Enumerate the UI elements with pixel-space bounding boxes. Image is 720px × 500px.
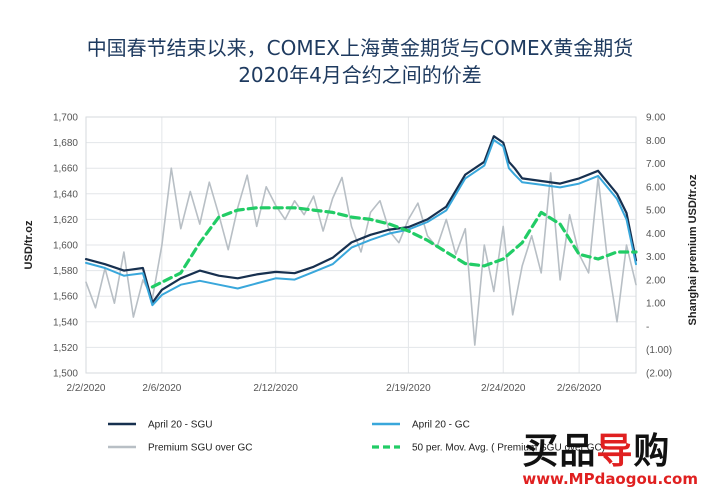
y-tick-label: 1,500 — [53, 369, 78, 380]
watermark-url: www.MPdaogou.com — [522, 470, 698, 488]
y2-tick-label: 4.00 — [646, 229, 666, 240]
watermark-logo: 买品导购 www.MPdaogou.com — [522, 431, 698, 489]
y-tick-label: 1,540 — [53, 317, 78, 328]
legend-label: Premium SGU over GC — [148, 443, 252, 454]
y-tick-label: 1,520 — [53, 343, 78, 354]
y-tick-label: 1,660 — [53, 164, 78, 175]
y2-tick-label: 9.00 — [646, 113, 666, 124]
axis-ticks: 1,500 1,520 1,540 1,560 1,580 1,600 1,620 1,640… — [53, 113, 672, 395]
series-line-april-20-gc — [85, 139, 637, 307]
x-tick-label: 2/6/2020 — [142, 383, 181, 394]
y-tick-label: 1,600 — [53, 241, 78, 252]
plot-frame — [85, 116, 637, 374]
y-tick-label: 1,640 — [53, 189, 78, 200]
watermark-text-1: 买品 — [522, 431, 597, 472]
y-tick-label: 1,620 — [53, 215, 78, 226]
y-tick-label: 1,580 — [53, 266, 78, 277]
y-tick-label: 1,700 — [53, 113, 78, 124]
y2-tick-label: 5.00 — [646, 206, 666, 217]
y-tick-label: 1,560 — [53, 292, 78, 303]
y-axis-title: USD/tr.oz — [23, 220, 35, 269]
series-line-april-20-sgu — [84, 135, 638, 304]
series-line-premium-sgu-over-gc — [85, 167, 637, 346]
grid — [85, 116, 637, 374]
y2-tick-label: 2.00 — [646, 275, 666, 286]
y-tick-label: 1,680 — [53, 138, 78, 149]
x-tick-label: 2/2/2020 — [67, 383, 106, 394]
watermark-text-3: 购 — [633, 431, 671, 472]
y2-tick-label: (1.00) — [646, 345, 672, 356]
legend-label: 50 per. Mov. Avg. ( Premium SGU over GC) — [412, 443, 605, 454]
legend-label: April 20 - GC — [412, 420, 470, 431]
legend: April 20 - SGU April 20 - GC Premium SGU o… — [108, 420, 605, 454]
series-lines — [84, 135, 638, 346]
legend-label: April 20 - SGU — [148, 420, 212, 431]
watermark-text-2: 导 — [596, 431, 634, 472]
series-line-50-per-mov-avg-premium-sgu-over-gc — [150, 206, 638, 289]
x-tick-label: 2/19/2020 — [386, 383, 431, 394]
chart-title-line-2: 2020年4月合约之间的价差 — [238, 63, 482, 87]
x-tick-label: 2/24/2020 — [481, 383, 526, 394]
x-tick-label: 2/12/2020 — [253, 383, 298, 394]
y2-axis-title: Shanghai premium USD/tr.oz — [687, 174, 699, 325]
y2-tick-label: 1.00 — [646, 299, 666, 310]
y2-tick-label: - — [646, 322, 649, 333]
y2-tick-label: 6.00 — [646, 182, 666, 193]
y2-tick-label: 3.00 — [646, 252, 666, 263]
chart-title-line-1: 中国春节结束以来，COMEX上海黄金期货与COMEX黄金期货 — [86, 36, 634, 60]
y2-tick-label: (2.00) — [646, 369, 672, 380]
y2-tick-label: 8.00 — [646, 136, 666, 147]
y2-tick-label: 7.00 — [646, 159, 666, 170]
x-tick-label: 2/26/2020 — [557, 383, 602, 394]
